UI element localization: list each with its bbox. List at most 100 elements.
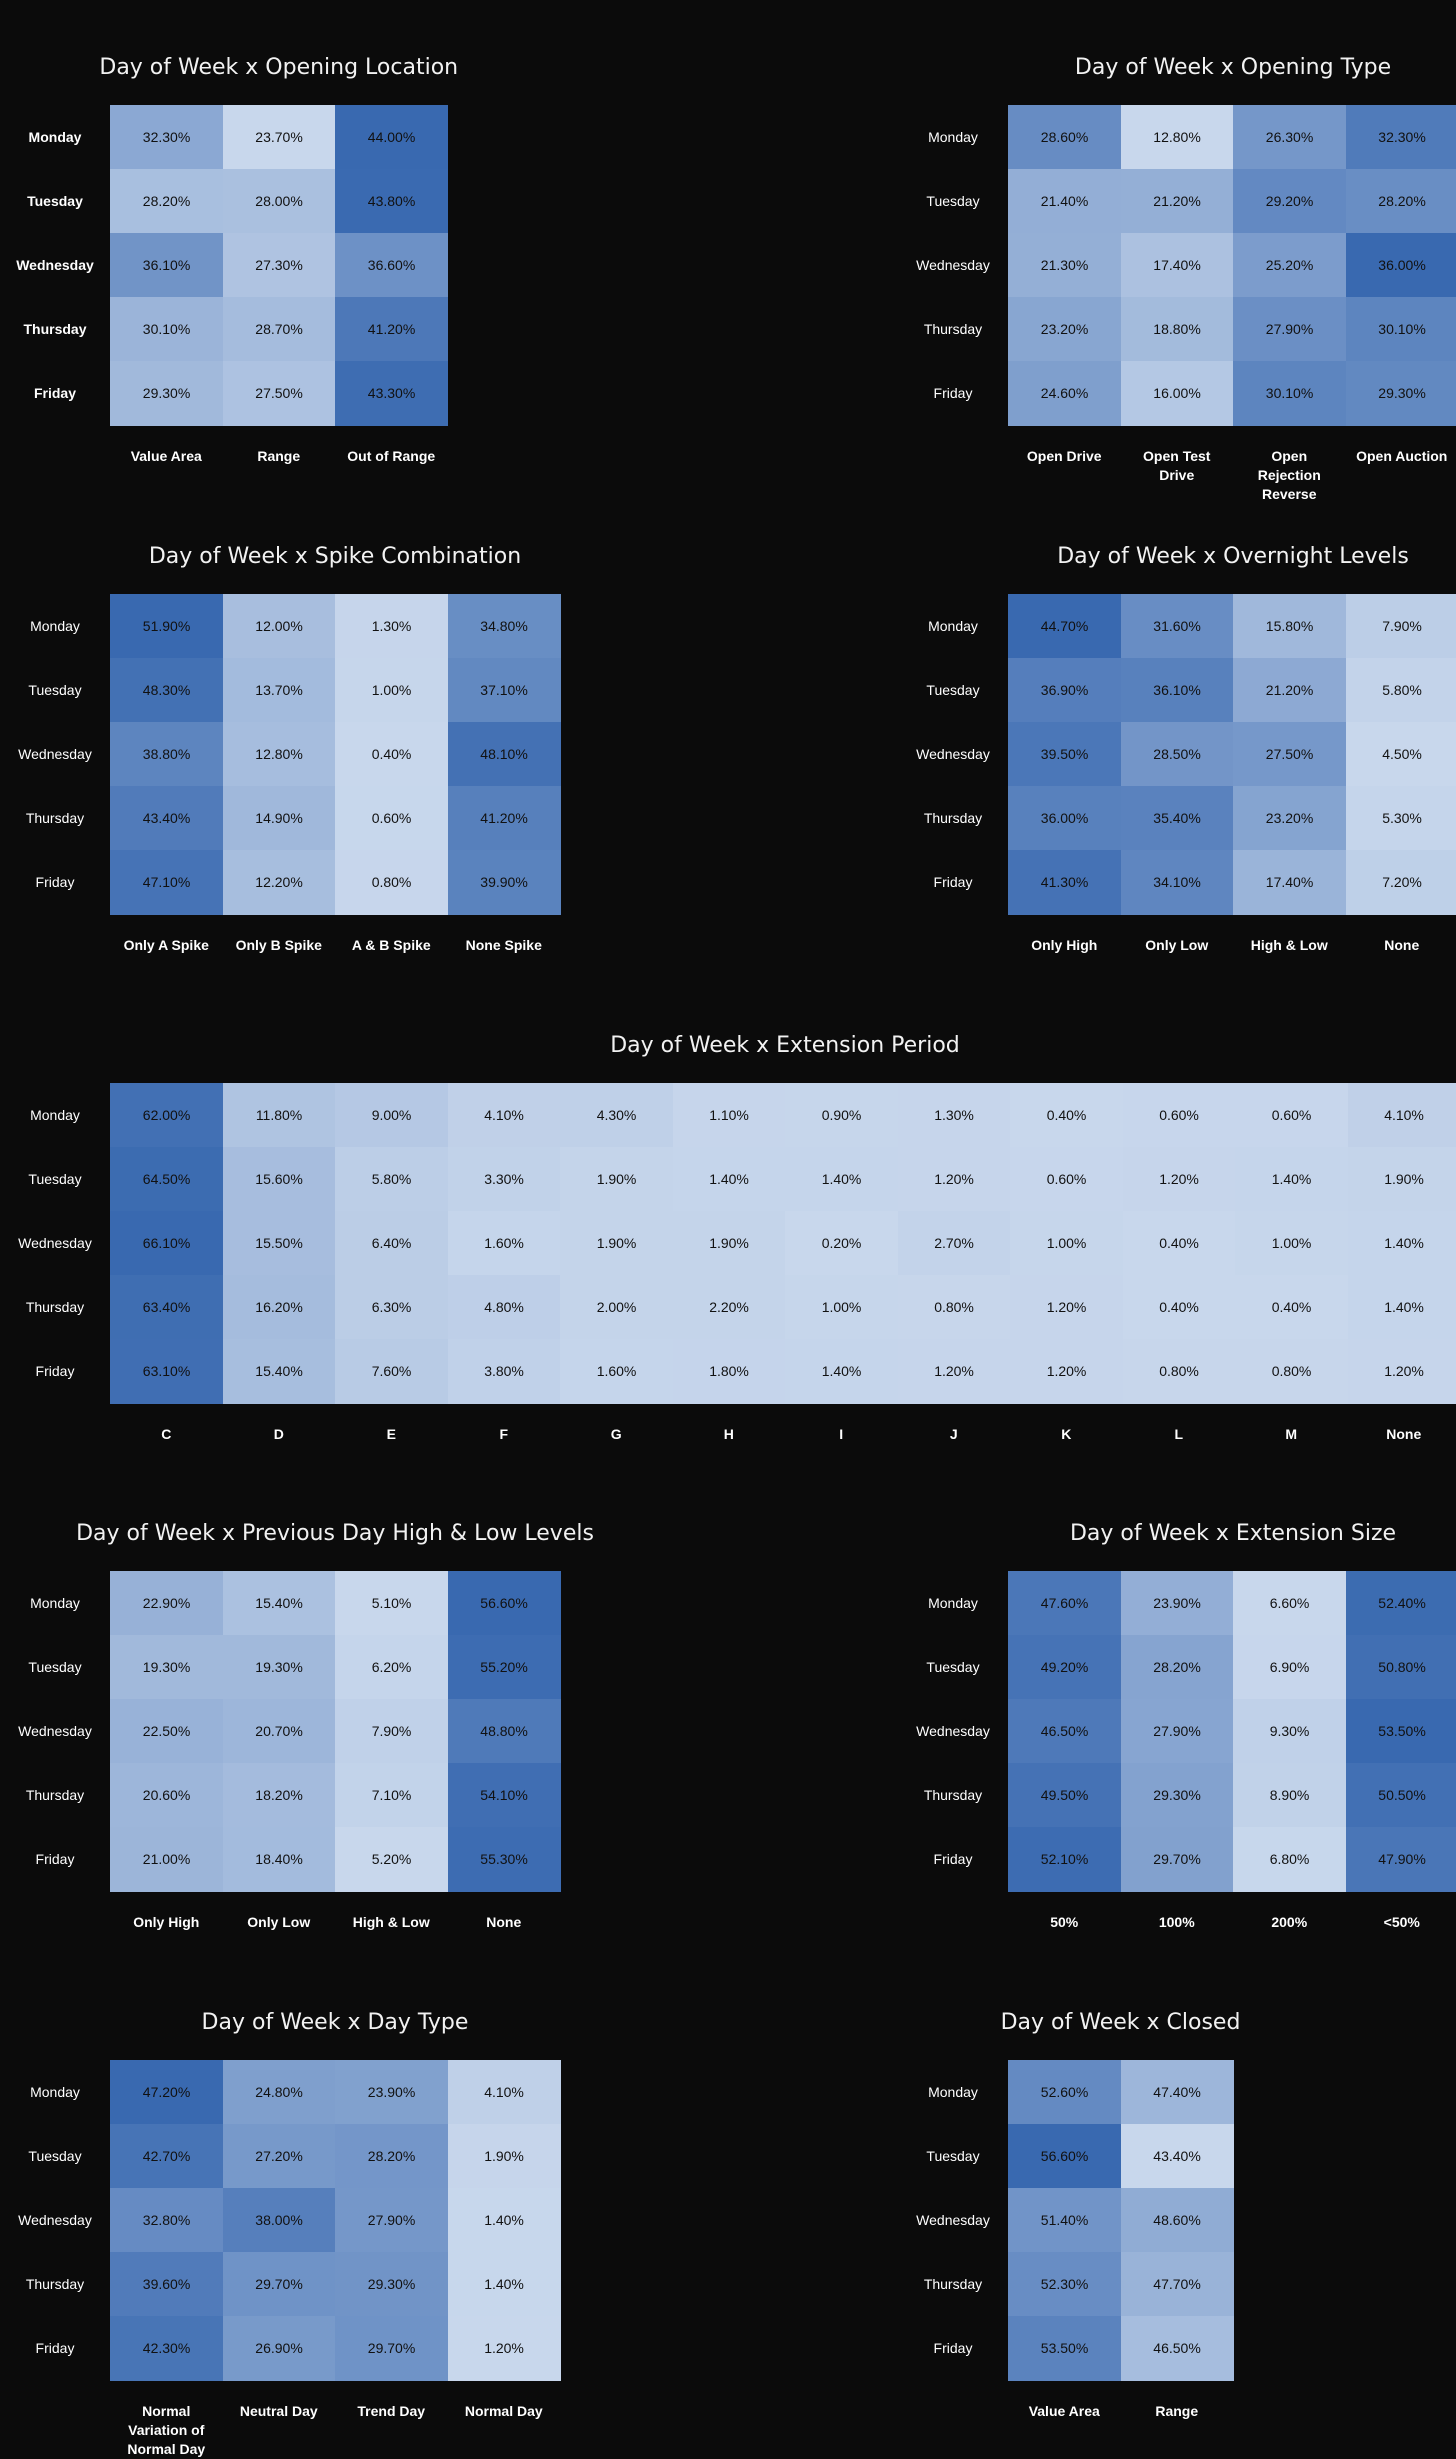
chart-8-cell-monday-neutral-day: 24.80% (223, 2060, 336, 2125)
chart-3-row-label-monday: Monday (0, 594, 110, 658)
chart-2-cell-wednesday-open-drive: 21.30% (1008, 233, 1121, 298)
chart-5-col-label-k: K (1018, 1425, 1115, 1444)
chart-5-cell-wednesday-j: 2.70% (898, 1211, 1011, 1276)
chart-8-cell-tuesday-neutral-day: 27.20% (223, 2124, 336, 2189)
chart-5-cell-tuesday-d: 15.60% (223, 1147, 336, 1212)
chart-1-cell-wednesday-value-area: 36.10% (110, 233, 223, 298)
chart-5-cell-wednesday-l: 0.40% (1123, 1211, 1236, 1276)
chart-2-cell-friday-open-rejection-reverse: 30.10% (1233, 361, 1346, 426)
chart-5-row-label-wednesday: Wednesday (0, 1211, 110, 1275)
chart-5-cell-friday-g: 1.60% (560, 1339, 673, 1404)
chart-5-col-label-d: D (231, 1425, 328, 1444)
chart-3-row-label-friday: Friday (0, 850, 110, 914)
chart-6-cell-thursday-only-high: 20.60% (110, 1763, 223, 1828)
chart-7-title: Day of Week x Extension Size (1070, 1521, 1396, 1546)
chart-5-cell-friday-j: 1.20% (898, 1339, 1011, 1404)
chart-7-cell-friday-100pct: 29.70% (1121, 1827, 1234, 1892)
chart-1-cell-wednesday-range: 27.30% (223, 233, 336, 298)
chart-7-row-label-tuesday: Tuesday (898, 1635, 1008, 1699)
chart-3-cell-friday-only-b-spike: 12.20% (223, 850, 336, 915)
chart-6-cell-wednesday-none: 48.80% (448, 1699, 561, 1764)
chart-5-cell-tuesday-l: 1.20% (1123, 1147, 1236, 1212)
chart-6-cell-tuesday-high-and-low: 6.20% (335, 1635, 448, 1700)
chart-5-col-label-c: C (118, 1425, 215, 1444)
chart-8-cell-tuesday-trend-day: 28.20% (335, 2124, 448, 2189)
chart-3-row-label-thursday: Thursday (0, 786, 110, 850)
chart-5-cell-thursday-g: 2.00% (560, 1275, 673, 1340)
chart-5-cell-thursday-l: 0.40% (1123, 1275, 1236, 1340)
chart-8-row-label-thursday: Thursday (0, 2252, 110, 2316)
chart-5-col-label-g: G (568, 1425, 665, 1444)
chart-5-cell-monday-j: 1.30% (898, 1083, 1011, 1148)
chart-5-cell-wednesday-h: 1.90% (673, 1211, 786, 1276)
chart-4-cell-wednesday-only-low: 28.50% (1121, 722, 1234, 787)
chart-7-cell-wednesday-lt50pct: 53.50% (1346, 1699, 1456, 1764)
chart-8-cell-monday-normal-day: 4.10% (448, 2060, 561, 2125)
chart-4-col-label-only-low: Only Low (1129, 936, 1226, 955)
chart-5-cell-thursday-i: 1.00% (785, 1275, 898, 1340)
chart-2-cell-wednesday-open-test-drive: 17.40% (1121, 233, 1234, 298)
chart-4-row-label-thursday: Thursday (898, 786, 1008, 850)
chart-5-cell-friday-h: 1.80% (673, 1339, 786, 1404)
chart-1-cell-thursday-range: 28.70% (223, 297, 336, 362)
chart-6-cell-tuesday-only-high: 19.30% (110, 1635, 223, 1700)
chart-8-cell-monday-normal-variation-of-normal-day: 47.20% (110, 2060, 223, 2125)
chart-5-cell-wednesday-f: 1.60% (448, 1211, 561, 1276)
chart-4-cell-wednesday-high-and-low: 27.50% (1233, 722, 1346, 787)
chart-5-cell-friday-i: 1.40% (785, 1339, 898, 1404)
chart-5-cell-friday-f: 3.80% (448, 1339, 561, 1404)
chart-4-col-label-high-and-low: High & Low (1241, 936, 1338, 955)
chart-7-cell-friday-lt50pct: 47.90% (1346, 1827, 1456, 1892)
chart-4-cell-wednesday-only-high: 39.50% (1008, 722, 1121, 787)
chart-6-cell-monday-only-high: 22.90% (110, 1571, 223, 1636)
chart-2-row-label-thursday: Thursday (898, 297, 1008, 361)
chart-3-cell-wednesday-a-and-b-spike: 0.40% (335, 722, 448, 787)
chart-8-row-label-monday: Monday (0, 2060, 110, 2124)
chart-8-row-label-tuesday: Tuesday (0, 2124, 110, 2188)
chart-5-cell-thursday-h: 2.20% (673, 1275, 786, 1340)
chart-1-col-label-value-area: Value Area (118, 447, 215, 466)
chart-5-cell-thursday-e: 6.30% (335, 1275, 448, 1340)
chart-4-title: Day of Week x Overnight Levels (1057, 544, 1409, 569)
chart-6-cell-monday-none: 56.60% (448, 1571, 561, 1636)
chart-9-cell-thursday-range: 47.70% (1121, 2252, 1234, 2317)
chart-5-cell-tuesday-i: 1.40% (785, 1147, 898, 1212)
chart-2-row-label-wednesday: Wednesday (898, 233, 1008, 297)
chart-8-cell-wednesday-trend-day: 27.90% (335, 2188, 448, 2253)
chart-8-col-label-normal-variation-of-normal-day: Normal Variation of Normal Day (118, 2402, 215, 2459)
chart-1-col-label-out-of-range: Out of Range (343, 447, 440, 466)
chart-3-cell-monday-none-spike: 34.80% (448, 594, 561, 659)
chart-5-col-label-m: M (1243, 1425, 1340, 1444)
chart-2-cell-friday-open-auction: 29.30% (1346, 361, 1456, 426)
chart-8-cell-thursday-normal-variation-of-normal-day: 39.60% (110, 2252, 223, 2317)
chart-8-cell-wednesday-neutral-day: 38.00% (223, 2188, 336, 2253)
chart-6-cell-thursday-none: 54.10% (448, 1763, 561, 1828)
chart-5-cell-wednesday-none: 1.40% (1348, 1211, 1456, 1276)
chart-3-cell-thursday-none-spike: 41.20% (448, 786, 561, 851)
chart-3-cell-tuesday-none-spike: 37.10% (448, 658, 561, 723)
chart-3-cell-friday-none-spike: 39.90% (448, 850, 561, 915)
chart-5-cell-tuesday-j: 1.20% (898, 1147, 1011, 1212)
chart-8-cell-tuesday-normal-day: 1.90% (448, 2124, 561, 2189)
chart-8-col-label-normal-day: Normal Day (456, 2402, 553, 2421)
chart-4-cell-tuesday-none: 5.80% (1346, 658, 1456, 723)
chart-3-cell-monday-only-b-spike: 12.00% (223, 594, 336, 659)
chart-8-cell-friday-normal-day: 1.20% (448, 2316, 561, 2381)
chart-6-cell-thursday-high-and-low: 7.10% (335, 1763, 448, 1828)
chart-3-cell-friday-a-and-b-spike: 0.80% (335, 850, 448, 915)
chart-8-cell-wednesday-normal-variation-of-normal-day: 32.80% (110, 2188, 223, 2253)
chart-1-row-label-friday: Friday (0, 361, 110, 425)
chart-3-cell-tuesday-a-and-b-spike: 1.00% (335, 658, 448, 723)
chart-8-cell-tuesday-normal-variation-of-normal-day: 42.70% (110, 2124, 223, 2189)
chart-5-col-label-none: None (1356, 1425, 1453, 1444)
chart-2-cell-monday-open-auction: 32.30% (1346, 105, 1456, 170)
chart-7-cell-tuesday-50pct: 49.20% (1008, 1635, 1121, 1700)
chart-6-row-label-monday: Monday (0, 1571, 110, 1635)
chart-5-cell-monday-e: 9.00% (335, 1083, 448, 1148)
chart-1-col-label-range: Range (231, 447, 328, 466)
chart-4-cell-thursday-high-and-low: 23.20% (1233, 786, 1346, 851)
chart-3-cell-monday-a-and-b-spike: 1.30% (335, 594, 448, 659)
chart-5-cell-tuesday-none: 1.90% (1348, 1147, 1456, 1212)
chart-6-cell-monday-only-low: 15.40% (223, 1571, 336, 1636)
chart-4-cell-friday-high-and-low: 17.40% (1233, 850, 1346, 915)
